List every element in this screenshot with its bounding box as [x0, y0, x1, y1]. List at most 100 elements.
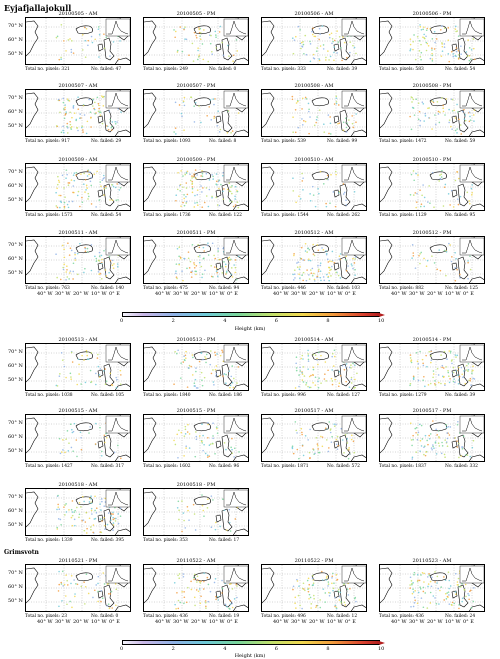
- map-graphic: [262, 565, 366, 611]
- failed-count-label: No. failed: 262: [327, 213, 360, 218]
- map-frame: [379, 163, 485, 211]
- failed-count-label: No. failed: 125: [445, 286, 478, 291]
- map-graphic: [26, 344, 130, 390]
- map-graphic: [144, 18, 248, 64]
- map-frame: [143, 236, 249, 284]
- map-frame: [143, 488, 249, 536]
- latitude-label: 50° N: [8, 51, 23, 57]
- longitude-label: 20° W: [73, 619, 89, 625]
- total-pixels-label: Total no. pixels: 996: [261, 393, 306, 398]
- failed-count-label: No. failed: 127: [327, 393, 360, 398]
- map-frame: [379, 17, 485, 65]
- longitude-label: 0° E: [227, 291, 238, 297]
- latitude-label: 70° N: [8, 95, 23, 101]
- panel-date-label: 20100512 - PM: [412, 230, 452, 236]
- map-panel: 20100517 - AM Total no. pixels: 1871 No. f…: [261, 408, 367, 469]
- longitude-label: 10° W: [91, 291, 107, 297]
- total-pixels-label: Total no. pixels: 583: [379, 67, 424, 72]
- longitude-label: 30° W: [409, 291, 425, 297]
- panel-date-label: 20100505 - PM: [176, 11, 216, 17]
- longitude-label: 20° W: [191, 291, 207, 297]
- map-frame: [379, 414, 485, 462]
- colorbar-2: [122, 640, 385, 645]
- colorbar-label-1: Height (km): [234, 326, 266, 332]
- total-pixels-label: Total no. pixels: 1736: [143, 213, 191, 218]
- longitude-label: 10° W: [91, 619, 107, 625]
- longitude-label: 10° W: [445, 291, 461, 297]
- longitude-label: 30° W: [291, 619, 307, 625]
- panel-date-label: 20100509 - PM: [176, 157, 216, 163]
- map-panel: 20100515 - PM Total no. pixels: 1602 No. f…: [143, 408, 249, 469]
- panel-date-label: 20100514 - AM: [294, 337, 334, 343]
- map-graphic: [262, 164, 366, 210]
- longitude-label: 30° W: [55, 619, 71, 625]
- longitude-label: 10° W: [209, 619, 225, 625]
- map-panel: 20100512 - AM Total no. pixels: 446 No. fa…: [261, 230, 367, 291]
- map-frame: [25, 236, 131, 284]
- failed-count-label: No. failed: 54: [91, 213, 122, 218]
- latitude-label: 50° N: [8, 123, 23, 129]
- map-frame: [143, 89, 249, 137]
- colorbar-tick-label: 6: [274, 646, 278, 652]
- longitude-label: 10° W: [209, 291, 225, 297]
- failed-count-label: No. failed: 47: [91, 67, 122, 72]
- map-panel: 20100505 - AM Total no. pixels: 321 No. fa…: [8, 11, 131, 72]
- failed-count-label: No. failed: 54: [445, 67, 476, 72]
- panel-date-label: 20100518 - AM: [58, 482, 98, 488]
- map-graphic: [144, 164, 248, 210]
- map-panel: 20100510 - AM Total no. pixels: 1544 No. f…: [261, 157, 367, 218]
- latitude-label: 70° N: [8, 23, 23, 29]
- map-panel: 20100514 - AM Total no. pixels: 996 No. fa…: [261, 337, 367, 398]
- latitude-label: 50° N: [8, 377, 23, 383]
- longitude-label: 40° W: [37, 619, 53, 625]
- longitude-label: 40° W: [155, 619, 171, 625]
- panel-date-label: 20110521 - PM: [58, 558, 98, 564]
- panel-date-label: 20100513 - AM: [58, 337, 98, 343]
- latitude-label: 60° N: [8, 584, 23, 590]
- map-panel: 20100518 - AM Total no. pixels: 1339 No. f…: [8, 482, 131, 543]
- latitude-label: 60° N: [8, 434, 23, 440]
- failed-count-label: No. failed: 140: [91, 286, 124, 291]
- longitude-label: 10° W: [327, 291, 343, 297]
- total-pixels-label: Total no. pixels: 1427: [25, 464, 73, 469]
- failed-count-label: No. failed: 103: [327, 286, 360, 291]
- map-frame: [261, 17, 367, 65]
- latitude-label: 60° N: [8, 508, 23, 514]
- latitude-label: 50° N: [8, 448, 23, 454]
- map-panel: 20100511 - PM Total no. pixels: 475 No. fa…: [143, 230, 249, 291]
- panel-date-label: 20100510 - PM: [412, 157, 452, 163]
- map-panel: 20100514 - PM Total no. pixels: 1279 No. f…: [379, 337, 485, 398]
- map-panel: 20110523 - AM Total no. pixels: 436 No. fa…: [379, 558, 485, 619]
- latitude-label: 60° N: [8, 256, 23, 262]
- panel-date-label: 20100509 - AM: [58, 157, 98, 163]
- latitude-label: 60° N: [8, 109, 23, 115]
- map-frame: [25, 17, 131, 65]
- total-pixels-label: Total no. pixels: 436: [379, 614, 424, 619]
- map-graphic: [380, 344, 484, 390]
- map-frame: [261, 89, 367, 137]
- map-panel: 20100509 - AM Total no. pixels: 1573 No. f…: [8, 157, 131, 218]
- failed-count-label: No. failed: 395: [91, 538, 124, 543]
- failed-count-label: No. failed: 99: [327, 139, 358, 144]
- failed-count-label: No. failed: 39: [327, 67, 358, 72]
- total-pixels-label: Total no. pixels: 249: [143, 67, 188, 72]
- colorbar-tick-label: 2: [171, 318, 175, 324]
- failed-count-label: No. failed: 96: [209, 464, 240, 469]
- map-frame: [261, 414, 367, 462]
- total-pixels-label: Total no. pixels: 1573: [25, 213, 73, 218]
- longitude-label: 30° W: [409, 619, 425, 625]
- total-pixels-label: Total no. pixels: 1279: [379, 393, 427, 398]
- longitude-label: 0° E: [345, 619, 356, 625]
- longitude-label: 40° W: [391, 291, 407, 297]
- map-graphic: [26, 415, 130, 461]
- colorbar-label-2: Height (km): [234, 653, 266, 659]
- failed-count-label: No. failed: 572: [327, 464, 360, 469]
- longitude-label: 40° W: [273, 291, 289, 297]
- total-pixels-label: Total no. pixels: 1871: [261, 464, 309, 469]
- latitude-label: 60° N: [8, 363, 23, 369]
- panel-date-label: 20100505 - AM: [58, 11, 98, 17]
- panel-date-label: 20100511 - AM: [58, 230, 98, 236]
- total-pixels-label: Total no. pixels: 539: [261, 139, 306, 144]
- panel-date-label: 20100517 - AM: [294, 408, 334, 414]
- total-pixels-label: Total no. pixels: 1093: [143, 139, 191, 144]
